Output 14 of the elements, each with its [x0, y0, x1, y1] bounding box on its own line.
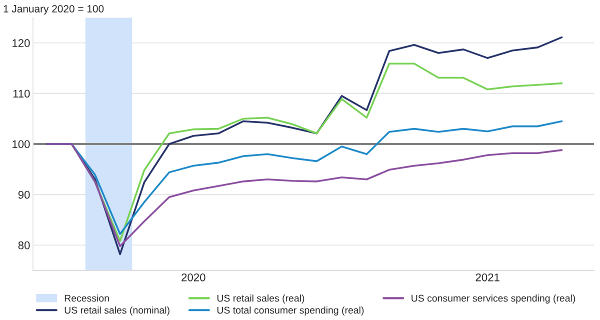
x-tick-label: 2020 — [182, 273, 206, 282]
y-tick-label: 120 — [12, 39, 30, 48]
x-tick-label: 2021 — [476, 273, 500, 282]
y-tick-label: 80 — [18, 241, 30, 250]
y-tick-label: 110 — [13, 90, 30, 98]
y-tick-label: 100 — [12, 140, 30, 148]
legend-label: US total consumer spending (real) — [217, 306, 364, 316]
legend-label: US retail sales (real) — [217, 294, 304, 304]
line-series — [46, 143, 563, 248]
legend-label: US retail sales (nominal) — [64, 306, 170, 316]
legend-label: US consumer services spending (real) — [412, 294, 576, 304]
legend-label: Recession — [64, 294, 109, 302]
chart-title: 1 January 2020 = 100 — [4, 5, 104, 15]
y-tick-label: 90 — [18, 190, 30, 199]
